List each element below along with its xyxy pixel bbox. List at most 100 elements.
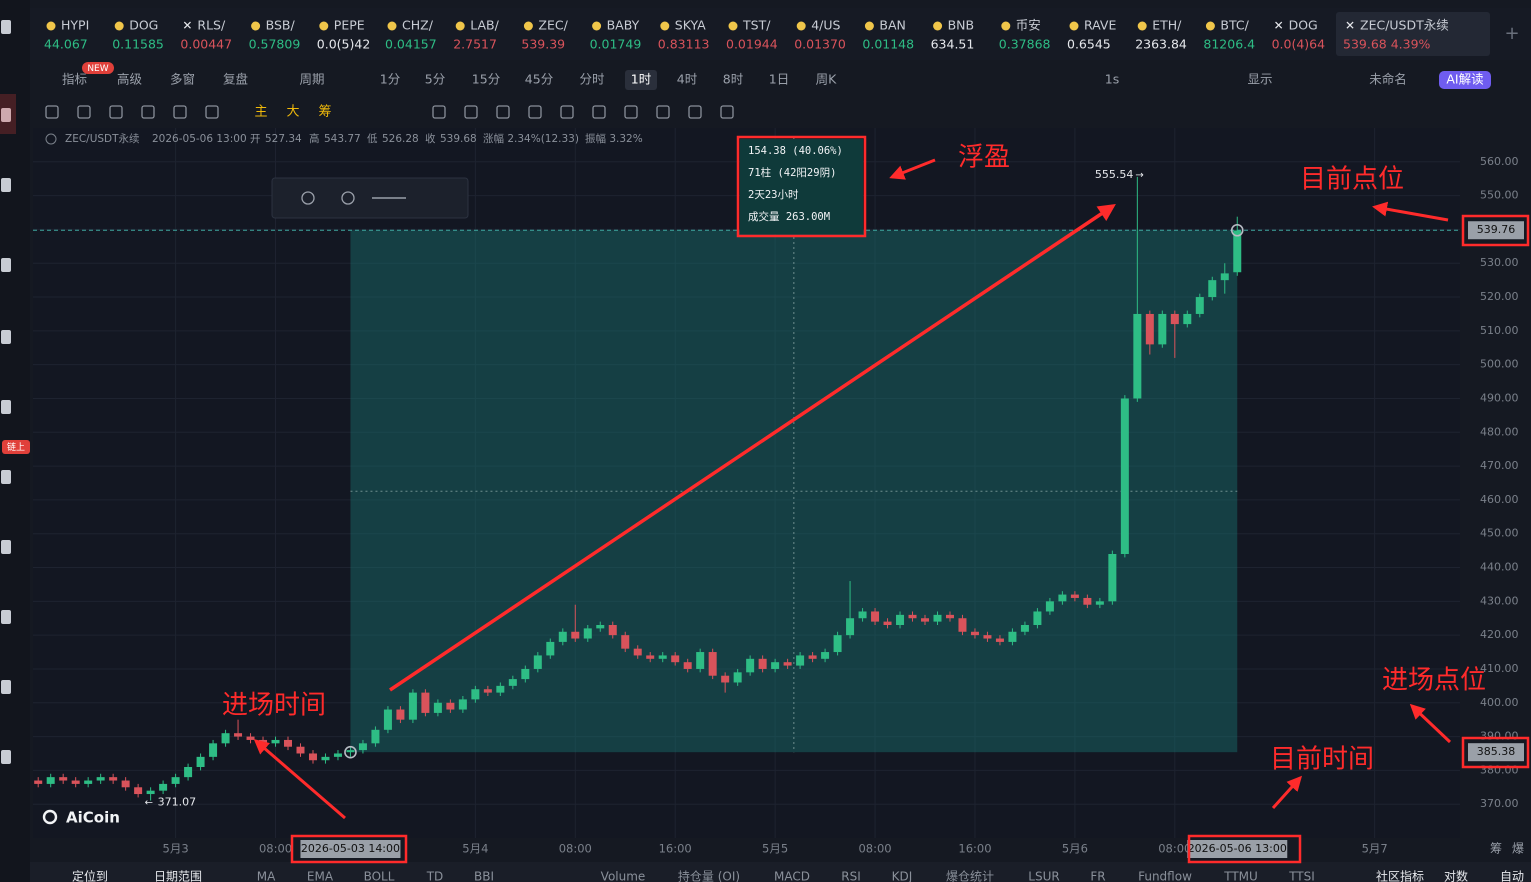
ticker-name[interactable]: RLS/: [197, 18, 226, 33]
bottom-bar-item[interactable]: 社区指标: [1376, 869, 1424, 882]
toolbar-item[interactable]: 周期: [299, 72, 324, 87]
tool-icon[interactable]: [720, 105, 734, 119]
bottom-bar-item[interactable]: 持仓量 (OI): [678, 869, 740, 882]
ticker-name[interactable]: CHZ/: [402, 18, 434, 33]
bottom-bar-item[interactable]: MACD: [774, 870, 810, 882]
bottom-bar-item[interactable]: MA: [257, 870, 276, 882]
tool-icon[interactable]: [528, 105, 542, 119]
bottom-bar-item[interactable]: TTSI: [1288, 870, 1315, 882]
bottom-bar-item[interactable]: 日期范围: [154, 870, 202, 882]
ticker-name[interactable]: BNB: [948, 18, 975, 33]
ticker-price[interactable]: 0.04157: [385, 37, 437, 52]
tool-icon[interactable]: [109, 105, 123, 119]
ticker-price[interactable]: 0.83113: [658, 37, 710, 52]
bottom-bar-item[interactable]: BBI: [474, 870, 494, 882]
corner-button[interactable]: 筹: [1490, 842, 1502, 856]
tool-icon[interactable]: [173, 105, 187, 119]
drawing-tool[interactable]: 筹: [318, 104, 331, 120]
bottom-bar-item[interactable]: 自动: [1500, 870, 1524, 882]
ticker-name[interactable]: DOG: [1289, 18, 1318, 33]
tool-icon[interactable]: [464, 105, 478, 119]
bottom-bar-item[interactable]: 定位到: [72, 869, 108, 882]
ticker-price[interactable]: 539.39: [521, 37, 565, 52]
ticker-name[interactable]: ZEC/: [538, 18, 568, 33]
ticker-name[interactable]: BSB/: [266, 18, 296, 33]
sidebar-icon[interactable]: [1, 108, 11, 122]
bottom-bar-item[interactable]: RSI: [841, 870, 861, 882]
ticker-price[interactable]: 2363.84: [1135, 37, 1187, 52]
ticker-name[interactable]: ETH/: [1152, 18, 1182, 33]
toolbar-item[interactable]: 指标: [62, 72, 87, 87]
bottom-bar-item[interactable]: FR: [1090, 870, 1105, 882]
toolbar-item[interactable]: 8时: [723, 72, 744, 87]
bottom-bar-item[interactable]: 对数: [1444, 869, 1468, 882]
sidebar-icon[interactable]: [1, 610, 11, 624]
ticker-name[interactable]: BAN: [879, 18, 905, 33]
toolbar-item[interactable]: 1分: [380, 72, 400, 87]
tool-icon[interactable]: [77, 105, 91, 119]
ticker-price[interactable]: 0.00447: [180, 37, 232, 52]
sidebar-icon[interactable]: [1, 750, 11, 764]
ticker-price[interactable]: 0.11585: [112, 37, 164, 52]
ticker-name[interactable]: 4/US: [811, 18, 840, 33]
tool-icon[interactable]: [432, 105, 446, 119]
bottom-bar-item[interactable]: BOLL: [364, 870, 395, 882]
sidebar-icon[interactable]: [1, 540, 11, 554]
toolbar-item[interactable]: 45分: [525, 72, 553, 87]
bottom-bar-item[interactable]: KDJ: [892, 870, 913, 882]
sidebar-icon[interactable]: [1, 400, 11, 414]
ticker-price[interactable]: 539.68 4.39%: [1343, 37, 1431, 52]
ticker-price[interactable]: 0.01749: [590, 37, 642, 52]
ticker-name[interactable]: 币安: [1016, 18, 1041, 33]
tool-icon[interactable]: [592, 105, 606, 119]
float-pen[interactable]: [341, 191, 355, 205]
corner-button[interactable]: 爆: [1512, 842, 1524, 856]
toolbar-item[interactable]: 高级: [117, 72, 143, 87]
ticker-name[interactable]: TST/: [742, 18, 771, 33]
drawing-tool[interactable]: 主: [254, 105, 267, 120]
ticker-name[interactable]: DOG: [129, 18, 158, 33]
toolbar-item[interactable]: 1时: [631, 72, 652, 87]
ticker-price[interactable]: 634.51: [931, 37, 975, 52]
toolbar-item[interactable]: 5分: [425, 72, 445, 87]
ticker-price[interactable]: 0.0(4)64: [1272, 37, 1326, 52]
ticker-name[interactable]: RAVE: [1084, 18, 1116, 33]
ticker-price[interactable]: 0.01148: [862, 37, 914, 52]
tool-icon[interactable]: [656, 105, 670, 119]
ticker-price[interactable]: 0.57809: [249, 37, 301, 52]
drawing-tool[interactable]: 大: [286, 105, 299, 120]
ticker-name[interactable]: LAB/: [470, 18, 499, 33]
ticker-price[interactable]: 44.067: [44, 37, 88, 52]
ticker-price[interactable]: 2.7517: [453, 37, 497, 52]
bottom-bar-item[interactable]: EMA: [307, 870, 334, 882]
ticker-name[interactable]: BTC/: [1220, 18, 1249, 33]
tool-icon[interactable]: [141, 105, 155, 119]
tool-icon[interactable]: [205, 105, 219, 119]
toolbar-item[interactable]: 1s: [1105, 72, 1119, 87]
sidebar-icon[interactable]: [1, 178, 11, 192]
bottom-bar-item[interactable]: Volume: [601, 870, 646, 882]
sidebar-icon[interactable]: [1, 258, 11, 272]
toolbar-item[interactable]: AI解读: [1446, 72, 1483, 87]
sidebar-icon[interactable]: [1, 330, 11, 344]
ticker-price[interactable]: 81206.4: [1203, 37, 1255, 52]
ticker-price[interactable]: 0.37868: [999, 37, 1051, 52]
sidebar-icon[interactable]: [1, 680, 11, 694]
bottom-bar-item[interactable]: LSUR: [1028, 870, 1059, 882]
bottom-bar-item[interactable]: 爆仓统计: [946, 870, 994, 882]
toolbar-item[interactable]: 4时: [677, 72, 698, 87]
bottom-bar-item[interactable]: TD: [426, 870, 444, 882]
tool-icon[interactable]: [624, 105, 638, 119]
ticker-name[interactable]: BABY: [607, 18, 640, 33]
ticker-price[interactable]: 0.6545: [1067, 37, 1111, 52]
tool-icon[interactable]: [688, 105, 702, 119]
bottom-bar-item[interactable]: Fundflow: [1138, 870, 1192, 882]
ticker-price[interactable]: 0.0(5)42: [317, 37, 371, 52]
sidebar-icon[interactable]: [1, 470, 11, 484]
tool-icon[interactable]: [496, 105, 510, 119]
tool-icon[interactable]: [560, 105, 574, 119]
toolbar-item[interactable]: 未命名: [1369, 72, 1407, 87]
toolbar-item[interactable]: 多窗: [170, 72, 195, 87]
ticker-name[interactable]: ZEC/USDT永续: [1360, 18, 1449, 33]
toolbar-item[interactable]: 复盘: [223, 72, 248, 87]
